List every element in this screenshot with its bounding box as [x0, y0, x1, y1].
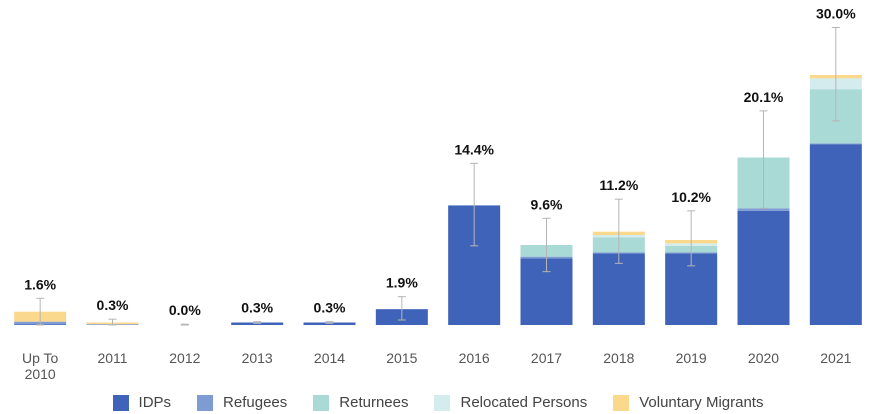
- error-bar: [36, 297, 45, 326]
- error-bar: [325, 321, 334, 324]
- total-label: 0.3%: [241, 300, 273, 316]
- legend-item: Relocated Persons: [434, 394, 587, 411]
- error-bar: [397, 296, 406, 321]
- total-label: 1.9%: [386, 275, 418, 291]
- error-bar: [180, 323, 189, 326]
- x-tick-label: 2015: [386, 350, 418, 366]
- total-label: 30.0%: [816, 6, 856, 22]
- legend: IDPs Refugees Returnees Relocated Persons Vo…: [0, 394, 876, 411]
- bar-segment: [809, 143, 862, 145]
- x-tick-label: 2014: [313, 350, 346, 366]
- legend-label: Voluntary Migrants: [639, 394, 764, 411]
- legend-swatch: [313, 394, 330, 411]
- error-bar: [542, 217, 551, 273]
- total-label: 14.4%: [454, 141, 494, 157]
- total-label: 9.6%: [531, 196, 563, 212]
- total-label: 20.1%: [744, 89, 784, 105]
- x-tick-label: 2018: [603, 350, 635, 366]
- legend-item: Refugees: [197, 394, 287, 411]
- x-tick-label: 2012: [169, 350, 201, 366]
- bar-segment: [737, 208, 790, 211]
- total-label: 11.2%: [599, 177, 638, 193]
- total-label: 10.2%: [671, 189, 711, 205]
- error-bar: [614, 198, 623, 264]
- legend-label: IDPs: [138, 394, 172, 411]
- legend-swatch: [112, 394, 129, 411]
- error-bar: [253, 321, 262, 324]
- x-tick-label: 2013: [241, 350, 273, 366]
- error-bar: [831, 27, 840, 122]
- error-bar: [108, 318, 117, 326]
- error-bar: [687, 210, 696, 267]
- x-tick-label: Up To 2010: [21, 350, 59, 382]
- total-label: 0.0%: [169, 302, 201, 318]
- plot: 1.6% 0.3% 0.0% 0.3% 0.3% 1.9% 14.4% 9.6% 11.2% 10…: [14, 6, 862, 326]
- error-bar: [470, 162, 479, 247]
- x-tick-label: 2021: [820, 350, 852, 366]
- x-tick-label: 2011: [97, 350, 128, 366]
- bar-segment: [809, 144, 862, 325]
- legend-swatch: [197, 394, 214, 411]
- x-tick-label: 2019: [675, 350, 707, 366]
- total-label: 1.6%: [24, 276, 56, 292]
- bar-segment: [737, 210, 790, 325]
- legend-item: Voluntary Migrants: [613, 394, 763, 411]
- x-tick-label: 2017: [530, 350, 563, 366]
- legend-item: IDPs: [112, 394, 172, 411]
- bar-segment: [592, 253, 645, 325]
- total-label: 0.3%: [97, 297, 129, 313]
- legend-swatch: [434, 394, 451, 411]
- legend-label: Returnees: [339, 394, 409, 411]
- legend-item: Returnees: [313, 394, 408, 411]
- legend-label: Refugees: [223, 394, 288, 411]
- legend-label: Relocated Persons: [460, 394, 588, 411]
- legend-swatch: [613, 394, 630, 411]
- x-tick-label: 2020: [747, 350, 780, 366]
- total-label: 0.3%: [314, 300, 346, 316]
- x-tick-label: 2016: [458, 350, 490, 366]
- error-bar: [759, 110, 768, 209]
